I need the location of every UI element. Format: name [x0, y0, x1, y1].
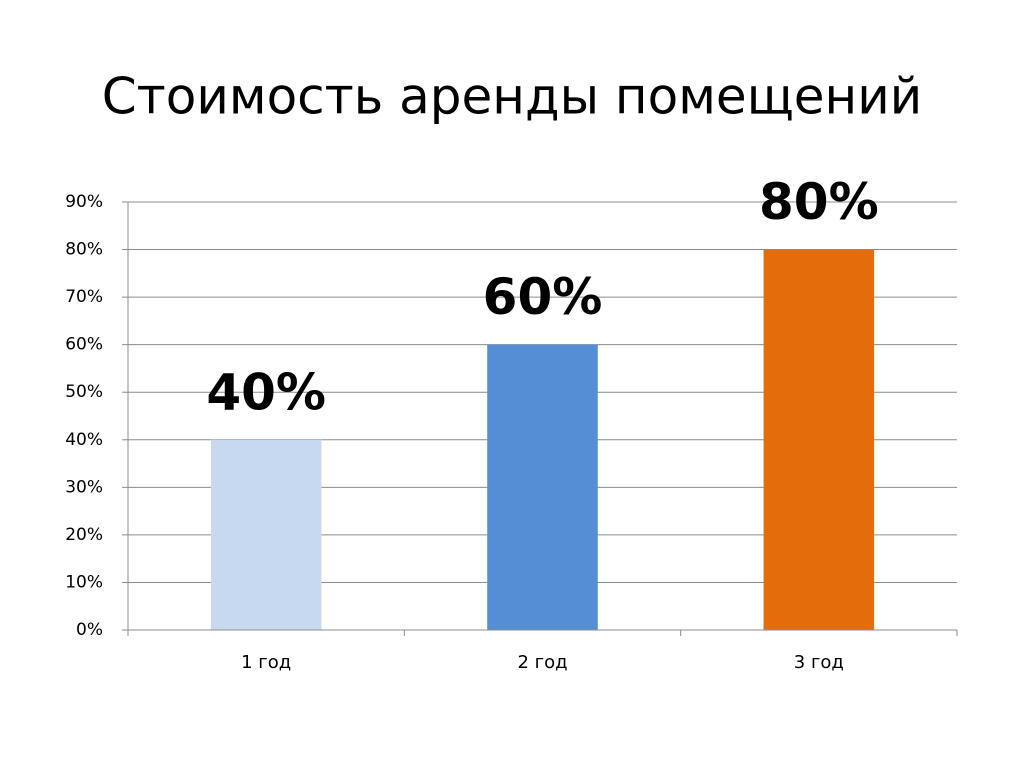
bar — [763, 249, 875, 631]
y-tick-label: 10% — [65, 572, 103, 592]
y-tick-label: 90% — [65, 192, 103, 212]
y-tick-label: 40% — [65, 430, 103, 450]
y-tick-label: 50% — [65, 382, 103, 402]
value-label: 60% — [483, 268, 603, 326]
bar — [210, 439, 322, 630]
y-tick-label: 60% — [65, 335, 103, 355]
value-label: 80% — [759, 173, 879, 231]
x-tick-label: 3 год — [794, 652, 844, 673]
y-tick-label: 70% — [65, 287, 103, 307]
y-tick-label: 80% — [65, 240, 103, 260]
x-tick-label: 1 год — [241, 652, 291, 673]
y-tick-label: 30% — [65, 477, 103, 497]
chart-title: Стоимость аренды помещений — [102, 68, 922, 126]
bar — [487, 344, 598, 630]
y-tick-label: 20% — [65, 525, 103, 545]
y-tick-label: 0% — [76, 620, 103, 640]
value-label: 40% — [206, 363, 326, 421]
x-tick-label: 2 год — [517, 652, 567, 673]
